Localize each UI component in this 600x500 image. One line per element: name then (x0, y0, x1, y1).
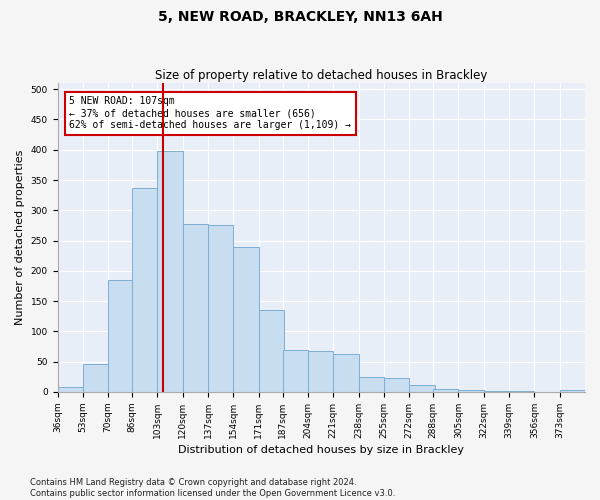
Bar (458, 390, 484, 392)
Bar (384, 378, 409, 392)
Bar (433, 389, 458, 392)
Bar (182, 224, 208, 392)
Bar (259, 310, 284, 392)
Bar (233, 246, 259, 392)
Bar (283, 350, 308, 392)
Title: Size of property relative to detached houses in Brackley: Size of property relative to detached ho… (155, 69, 487, 82)
Bar (58, 387, 83, 392)
Text: 5 NEW ROAD: 107sqm
← 37% of detached houses are smaller (656)
62% of semi-detach: 5 NEW ROAD: 107sqm ← 37% of detached hou… (70, 96, 352, 130)
Bar (409, 386, 434, 392)
Bar (108, 280, 134, 392)
Bar (560, 390, 585, 392)
X-axis label: Distribution of detached houses by size in Brackley: Distribution of detached houses by size … (178, 445, 464, 455)
Bar (333, 354, 359, 392)
Bar (83, 364, 108, 392)
Text: 5, NEW ROAD, BRACKLEY, NN13 6AH: 5, NEW ROAD, BRACKLEY, NN13 6AH (158, 10, 442, 24)
Bar (484, 390, 509, 392)
Y-axis label: Number of detached properties: Number of detached properties (15, 150, 25, 325)
Bar (132, 188, 157, 392)
Bar (359, 377, 384, 392)
Bar (308, 351, 333, 392)
Bar (208, 226, 233, 392)
Bar (157, 151, 182, 392)
Text: Contains HM Land Registry data © Crown copyright and database right 2024.
Contai: Contains HM Land Registry data © Crown c… (30, 478, 395, 498)
